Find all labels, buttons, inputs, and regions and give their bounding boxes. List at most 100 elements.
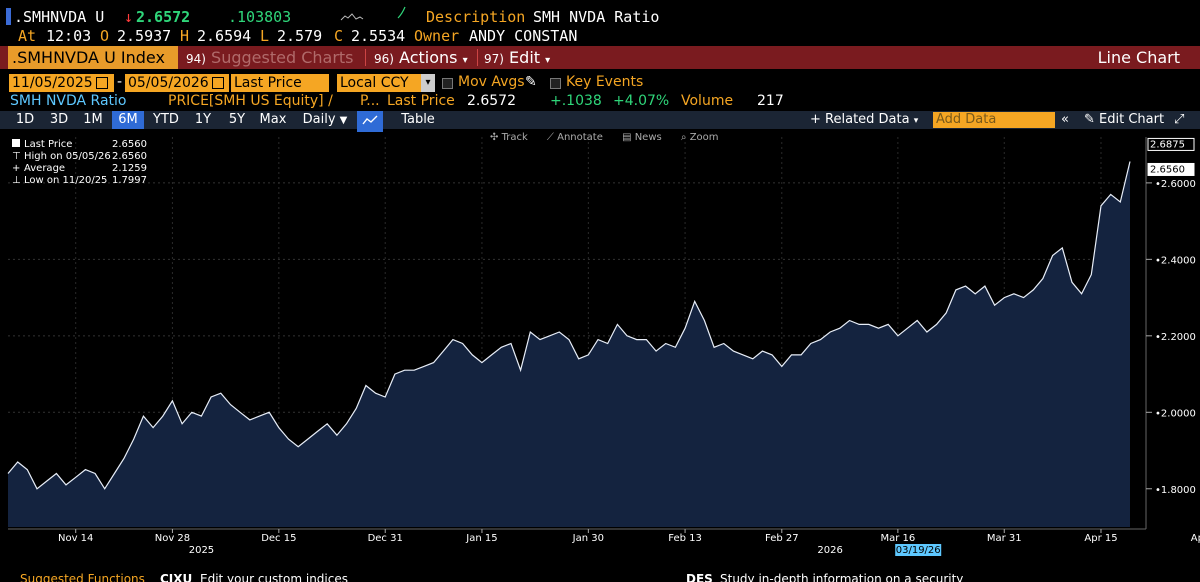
cursor-date-box — [895, 544, 942, 556]
legend-last-price-label: Last Price — [24, 139, 73, 150]
date-range-row: 11/05/2025 - 05/05/2026 Last Price Local… — [0, 74, 1200, 94]
cixu-function[interactable]: CIXU — [160, 572, 193, 582]
y-tick-label: •2.2000 — [1155, 332, 1196, 343]
high-icon: ⊤ — [12, 151, 21, 162]
caret-down-icon: ▾ — [462, 55, 468, 66]
legend-high-value: 2.6560 — [112, 151, 147, 162]
edit-menu[interactable]: 97) Edit ▾ — [484, 46, 550, 72]
period-ytd-button[interactable]: YTD — [153, 112, 179, 127]
low-label: L — [260, 27, 270, 45]
period-5y-button[interactable]: 5Y — [228, 112, 246, 127]
period-max-button[interactable]: Max — [259, 112, 287, 127]
pencil-icon: ✎ — [1084, 112, 1095, 127]
suggested-functions-bar: Suggested Functions CIXU Edit your custo… — [0, 568, 1200, 582]
field-select[interactable]: Last Price — [231, 74, 329, 92]
series-line — [7, 161, 1131, 490]
x-tick-label: Dec 15 — [261, 533, 296, 544]
legend-low-value: 1.7997 — [112, 175, 147, 186]
x-tick-label: Nov 14 — [58, 533, 93, 544]
time-value: 12:03 — [46, 27, 92, 45]
end-date-field[interactable]: 05/05/2026 — [125, 74, 229, 92]
series-formula: PRICE[SMH US Equity] / — [168, 93, 333, 109]
suggested-charts-menu[interactable]: 94) Suggested Charts — [186, 46, 354, 71]
x-tick-label: Jan 15 — [465, 533, 497, 544]
annotate-label: Annotate — [557, 132, 603, 143]
legend-high: ⊤ High on 05/05/26 2.6560 — [12, 151, 147, 163]
expand-icon[interactable]: ⤢ — [1174, 112, 1185, 127]
x-tick-label: Apr 30 — [1191, 533, 1200, 544]
chart-toolbar: 1D 3D 1M 6M YTD 1Y 5Y Max Daily ▼ Table … — [0, 111, 1200, 132]
y-tick-label: •2.4000 — [1155, 255, 1196, 266]
zoom-label: Zoom — [689, 132, 719, 143]
menu-divider — [477, 49, 478, 66]
line-chart-icon[interactable] — [357, 111, 383, 132]
annotate-tool[interactable]: ⟋ Annotate — [546, 132, 603, 143]
trend-icon — [396, 6, 408, 24]
edit-label: Edit — [509, 48, 541, 67]
frequency-select[interactable]: Daily ▼ — [296, 111, 354, 130]
related-data-label: Related Data — [825, 112, 910, 127]
volume-value: 217 — [757, 93, 784, 109]
net-change: .103803 — [228, 8, 292, 26]
period-1m-button[interactable]: 1M — [83, 112, 103, 127]
actions-menu[interactable]: 96) Actions ▾ — [374, 46, 468, 72]
edit-chart-label: Edit Chart — [1099, 112, 1165, 127]
security-marker — [6, 8, 11, 25]
x-tick-label: Feb 27 — [765, 533, 799, 544]
suggested-functions-label: Suggested Functions — [20, 572, 145, 582]
price-badge — [1147, 137, 1195, 151]
price-badge-label: 2.6875 — [1150, 139, 1185, 150]
menu-bar: .SMHNVDA U Index 94) Suggested Charts 96… — [0, 46, 1200, 69]
x-tick-label: Mar 16 — [880, 533, 915, 544]
news-tool[interactable]: ▤ News — [622, 132, 662, 143]
calendar-icon[interactable] — [211, 77, 224, 89]
x-tick-label: Feb 13 — [668, 533, 702, 544]
price-chart[interactable]: •1.8000 •2.0000 •2.2000 •2.4000 •2.6000 2.687… — [0, 129, 1200, 569]
year-label: 2025 — [189, 545, 214, 556]
mov-avgs-checkbox[interactable] — [442, 78, 453, 89]
currency-select[interactable]: Local CCY — [337, 74, 421, 92]
start-date-field[interactable]: 11/05/2025 — [9, 74, 114, 92]
caret-down-icon: ▾ — [913, 116, 919, 126]
key-events-checkbox[interactable] — [550, 78, 561, 89]
currency-dropdown-icon[interactable]: ▾ — [421, 74, 435, 92]
x-tick-label: Dec 31 — [368, 533, 403, 544]
ohlc-row: At 12:03 O 2.5937 H 2.6594 L 2.579 C 2.5… — [0, 27, 1200, 47]
chart-canvas[interactable]: •1.8000 •2.0000 •2.2000 •2.4000 •2.6000 2.687… — [0, 129, 1200, 569]
price-badge — [1147, 162, 1195, 176]
suggested-charts-label: Suggested Charts — [211, 48, 354, 67]
change-percent: +4.07% — [613, 93, 670, 109]
last-price-value: 2.6572 — [467, 93, 516, 109]
table-button[interactable]: Table — [401, 112, 435, 127]
period-1y-button[interactable]: 1Y — [194, 112, 212, 127]
add-data-input[interactable]: Add Data — [933, 112, 1055, 128]
description-value: SMH NVDA Ratio — [533, 8, 660, 26]
mov-avgs-label: Mov Avgs — [458, 74, 525, 90]
close-label: C — [334, 27, 344, 45]
calendar-icon[interactable] — [95, 77, 108, 89]
security-header: .SMHNVDA U ↓ 2.6572 .103803 Description … — [0, 6, 1200, 28]
period-1d-button[interactable]: 1D — [15, 112, 35, 127]
period-3d-button[interactable]: 3D — [49, 112, 69, 127]
des-function[interactable]: DES — [686, 572, 713, 582]
volume-label: Volume — [681, 93, 734, 109]
index-label[interactable]: .SMHNVDA U Index — [8, 46, 178, 69]
related-data-button[interactable]: + Related Data ▾ — [810, 111, 918, 130]
series-swatch — [12, 139, 20, 147]
period-6m-button[interactable]: 6M — [112, 111, 144, 129]
x-tick-label: Mar 31 — [987, 533, 1022, 544]
open-value: 2.5937 — [117, 27, 172, 45]
collapse-icon[interactable]: « — [1061, 112, 1069, 127]
edit-chart-button[interactable]: ✎ Edit Chart — [1084, 111, 1164, 129]
x-tick-label: Apr 15 — [1084, 533, 1117, 544]
track-tool[interactable]: ✣ Track — [490, 132, 528, 143]
down-arrow-icon: ↓ — [124, 8, 134, 26]
legend-high-label: High on 05/05/26 — [24, 151, 111, 162]
pencil-icon[interactable]: ✎ — [525, 74, 537, 90]
legend-last-price: Last Price 2.6560 — [12, 139, 147, 151]
zoom-tool[interactable]: ⌕ Zoom — [680, 132, 719, 143]
news-label: News — [634, 132, 662, 143]
edit-number: 97) — [484, 52, 504, 66]
low-icon: ⊥ — [12, 175, 21, 186]
y-tick-label: •2.0000 — [1155, 408, 1196, 419]
